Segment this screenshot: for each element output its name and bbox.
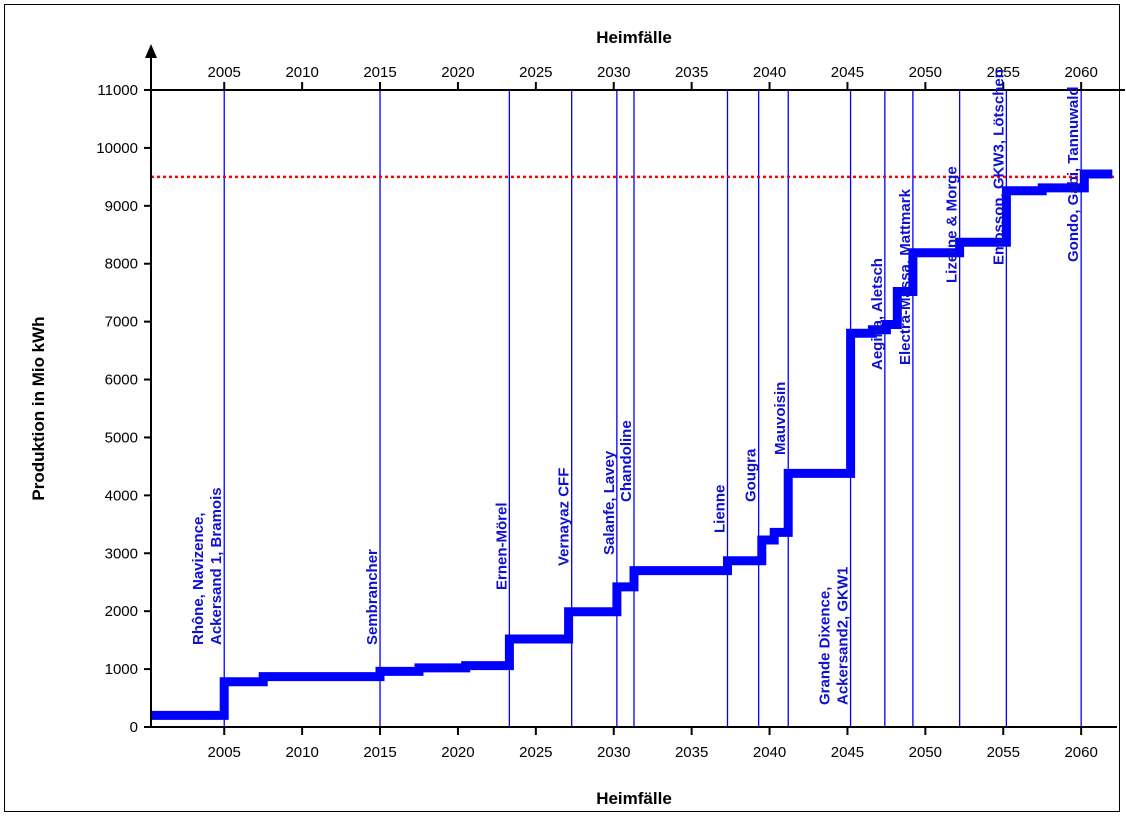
event-label-1: Sembrancher — [364, 549, 381, 645]
y-tick-label-6: 6000 — [105, 372, 138, 389]
x-tick-label-bottom-11: 2060 — [1064, 744, 1097, 761]
event-label-line: Aegina, Aletsch — [869, 258, 886, 370]
x-tick-label-bottom-6: 2035 — [675, 744, 708, 761]
event-label-line: Electra-Massa, Mattmark — [897, 188, 914, 365]
y-tick-label-11: 11000 — [97, 82, 138, 99]
chart-title: Heimfälle — [596, 28, 672, 47]
y-tick-label-3: 3000 — [105, 545, 138, 562]
event-label-line: Grande Dixence, — [817, 587, 834, 705]
production-series-0 — [151, 169, 1113, 720]
event-label-line: Gougra — [743, 448, 760, 502]
x-tick-label-bottom-3: 2020 — [441, 744, 474, 761]
event-label-2: Ernen-Mörel — [493, 502, 510, 590]
x-tick-label-top-0: 2005 — [208, 64, 241, 81]
y-tick-label-5: 5000 — [105, 429, 138, 446]
y-tick-label-10: 10000 — [96, 140, 138, 157]
y-axis-arrow — [145, 44, 157, 58]
event-label-3: Vernayaz CFF — [556, 468, 573, 566]
event-label-12: Lizerne & Morge — [944, 166, 961, 283]
x-tick-label-bottom-10: 2055 — [987, 744, 1020, 761]
x-tick-label-top-4: 2025 — [519, 64, 552, 81]
x-tick-label-top-11: 2060 — [1064, 64, 1097, 81]
event-label-line: Ackersand 1, Bramois — [208, 487, 225, 645]
x-tick-label-top-7: 2040 — [753, 64, 786, 81]
x-tick-label-top-3: 2020 — [441, 64, 474, 81]
event-label-line: Ernen-Mörel — [493, 502, 510, 590]
y-axis-title: Produktion in Mio kWh — [29, 316, 48, 500]
event-label-9: Grande Dixence,Ackersand2, GKW1 — [817, 567, 852, 705]
event-label-line: Gondo, Gabi, Tannuwald — [1065, 86, 1082, 262]
event-label-6: Lienne — [711, 485, 728, 533]
x-tick-label-bottom-1: 2010 — [285, 744, 318, 761]
event-label-line: Emosson, GKW3, Lötschen — [990, 69, 1007, 265]
x-tick-label-bottom-2: 2015 — [363, 744, 396, 761]
chart-frame — [4, 4, 1120, 812]
x-tick-label-top-9: 2050 — [909, 64, 942, 81]
event-label-0: Rhône, Navizence,Ackersand 1, Bramois — [190, 487, 225, 645]
event-label-line: Salanfe, Lavey — [601, 450, 618, 555]
event-label-13: Emosson, GKW3, Lötschen — [990, 69, 1007, 265]
x-tick-label-bottom-8: 2045 — [831, 744, 864, 761]
event-label-line: Lizerne & Morge — [944, 166, 961, 283]
x-axis-title: Heimfälle — [596, 789, 672, 808]
x-tick-label-bottom-0: 2005 — [208, 744, 241, 761]
event-label-line: Rhône, Navizence, — [190, 512, 207, 645]
x-tick-label-top-2: 2015 — [363, 64, 396, 81]
x-tick-label-top-1: 2010 — [285, 64, 318, 81]
event-label-11: Electra-Massa, Mattmark — [897, 188, 914, 365]
event-label-5: Chandoline — [618, 420, 635, 502]
y-tick-label-8: 8000 — [105, 256, 138, 273]
x-tick-label-top-10: 2055 — [987, 64, 1020, 81]
x-tick-label-bottom-9: 2050 — [909, 744, 942, 761]
event-label-10: Aegina, Aletsch — [869, 258, 886, 370]
event-label-line: Mauvoisin — [772, 382, 789, 455]
event-label-7: Gougra — [743, 448, 760, 502]
x-tick-label-top-8: 2045 — [831, 64, 864, 81]
x-tick-label-top-5: 2030 — [597, 64, 630, 81]
event-label-4: Salanfe, Lavey — [601, 450, 618, 555]
x-tick-label-bottom-7: 2040 — [753, 744, 786, 761]
event-label-14: Gondo, Gabi, Tannuwald — [1065, 86, 1082, 262]
y-tick-label-7: 7000 — [105, 314, 138, 331]
x-tick-label-bottom-5: 2030 — [597, 744, 630, 761]
x-tick-label-bottom-4: 2025 — [519, 744, 552, 761]
event-label-line: Ackersand2, GKW1 — [835, 567, 852, 705]
y-tick-label-1: 1000 — [105, 661, 138, 678]
event-label-line: Lienne — [711, 485, 728, 533]
y-tick-label-2: 2000 — [105, 603, 138, 620]
event-label-line: Vernayaz CFF — [556, 468, 573, 566]
y-tick-label-4: 4000 — [105, 487, 138, 504]
x-tick-label-top-6: 2035 — [675, 64, 708, 81]
event-label-line: Chandoline — [618, 420, 635, 502]
y-tick-label-0: 0 — [130, 719, 138, 736]
event-label-8: Mauvoisin — [772, 382, 789, 455]
event-label-line: Sembrancher — [364, 549, 381, 645]
y-tick-label-9: 9000 — [105, 198, 138, 215]
